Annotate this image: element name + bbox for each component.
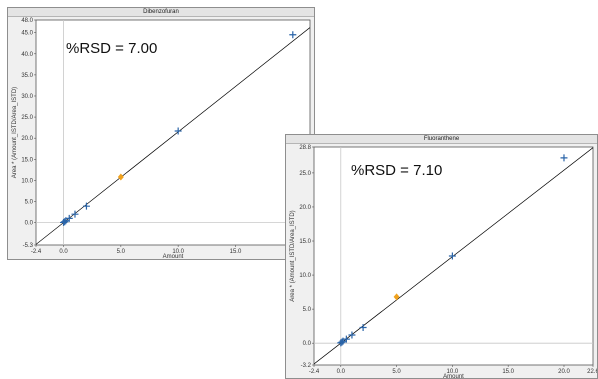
rsd-annotation: %RSD = 7.00 [66,40,157,57]
y-tick-label: 10.0 [21,178,33,184]
data-point [61,218,69,226]
data-point [448,252,456,260]
fit-group [36,27,310,245]
y-axis-title: Area * (Amount_ISTD/Area_ISTD) [290,210,296,301]
y-tick-label: 10.0 [299,273,311,279]
x-tick-label: 15.0 [230,249,242,255]
y-tick-label: 20.0 [21,136,33,142]
data-point [342,335,350,343]
data-point [359,324,367,332]
rsd-annotation: %RSD = 7.10 [351,162,442,179]
x-tick-label: 10.0 [447,369,459,375]
y-tick-label: 25.0 [299,171,311,177]
y-tick-label: 15.0 [299,239,311,245]
y-tick-label: 40.0 [21,52,33,58]
x-axis-title: Amount [163,254,184,259]
data-point [174,127,182,135]
data-point [338,338,346,346]
x-tick-label: 0.0 [59,249,68,255]
y-tick-label: 28.8 [299,145,311,151]
calibration-plot-dibenzofuran: -2.40.05.010.015.020-5.30.05.010.015.020… [12,18,311,259]
calibration-plot-fluoranthene: -2.4 0.0 5.0 10.0 15.0 20.0 22.6 -3.2 0.0 5.0 10.0… [290,145,597,378]
y-tick-label: 5.0 [25,200,34,206]
data-point [289,31,297,39]
data-point [348,331,356,339]
y-tick-label: 30.0 [21,94,33,100]
x-tick-label: 5.0 [392,369,401,375]
fit-line [36,27,310,245]
x-tick-label: 0.0 [337,369,346,375]
x-tick-label: 10.0 [172,249,184,255]
data-point [71,210,79,218]
plot-area [35,19,311,246]
x-tick-label: 20.0 [558,369,570,375]
data-point [82,202,90,210]
y-tick-label: 0.0 [303,341,312,347]
window-title: Dibenzofuran [8,8,314,17]
y-tick-label: 45.0 [21,31,33,37]
x-tick-label: 15.0 [502,369,514,375]
y-tick-label: 35.0 [21,73,33,79]
y-tick-label: 48.0 [21,18,33,24]
y-tick-label: 5.0 [303,307,312,313]
highlighted-point [117,173,124,181]
y-tick-label: 20.0 [299,205,311,211]
data-point [560,154,568,162]
x-tick-label: -2.4 [31,249,42,255]
data-point [65,214,73,222]
y-tick-label: 0.0 [25,221,34,227]
y-tick-label: -5.3 [23,243,34,249]
highlighted-point [393,293,400,301]
calibration-window-dibenzofuran: Dibenzofuran -2.40.05.010.015.020-5.30.0… [7,7,315,260]
x-tick-label: 5.0 [117,249,126,255]
y-tick-label: -3.2 [301,363,312,369]
calibration-window-fluoranthene: Fluoranthene -2.40.05.010.015.020.022.6-… [285,134,598,379]
y-tick-label: 15.0 [21,157,33,163]
x-tick-label: -2.4 [309,369,320,375]
x-axis-title: Amount [443,374,464,378]
y-axis-title: Area * (Amount_ISTD/Area_ISTD) [12,87,18,178]
y-tick-label: 25.0 [21,115,33,121]
x-tick-label: 22.6 [587,369,597,375]
window-title: Fluoranthene [286,135,597,144]
